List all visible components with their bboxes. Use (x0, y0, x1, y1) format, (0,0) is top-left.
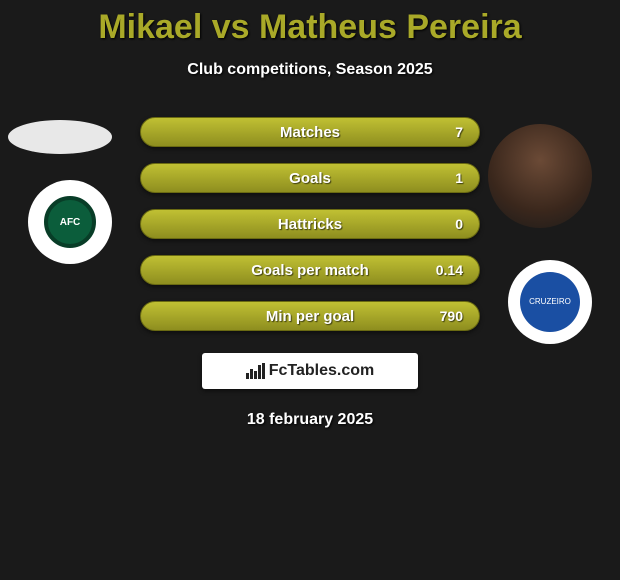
club-logo-right: CRUZEIRO (508, 260, 592, 344)
subtitle: Club competitions, Season 2025 (0, 61, 620, 79)
stat-bar-hattricks: Hattricks 0 (140, 209, 480, 239)
stat-value: 0 (455, 216, 463, 232)
branding-text: FcTables.com (269, 362, 375, 380)
player-avatar-right (488, 124, 592, 228)
stat-value: 1 (455, 170, 463, 186)
stat-label: Matches (280, 124, 340, 141)
branding-badge: FcTables.com (202, 353, 418, 389)
club-logo-left-inner: AFC (44, 196, 96, 248)
stat-value: 0.14 (436, 262, 463, 278)
stat-value: 7 (455, 124, 463, 140)
stat-bar-goals: Goals 1 (140, 163, 480, 193)
page-title: Mikael vs Matheus Pereira (0, 0, 620, 47)
date-text: 18 february 2025 (0, 411, 620, 429)
stat-bar-goals-per-match: Goals per match 0.14 (140, 255, 480, 285)
stat-label: Goals per match (251, 262, 369, 279)
bar-chart-icon (246, 363, 265, 379)
stats-list: Matches 7 Goals 1 Hattricks 0 Goals per … (140, 117, 480, 331)
stat-bar-min-per-goal: Min per goal 790 (140, 301, 480, 331)
stat-bar-matches: Matches 7 (140, 117, 480, 147)
infographic-container: Mikael vs Matheus Pereira Club competiti… (0, 0, 620, 580)
stat-value: 790 (440, 308, 463, 324)
player-avatar-left (8, 120, 112, 154)
stat-label: Hattricks (278, 216, 342, 233)
club-logo-left: AFC (28, 180, 112, 264)
stat-label: Goals (289, 170, 331, 187)
stat-label: Min per goal (266, 308, 354, 325)
club-logo-right-inner: CRUZEIRO (520, 272, 580, 332)
